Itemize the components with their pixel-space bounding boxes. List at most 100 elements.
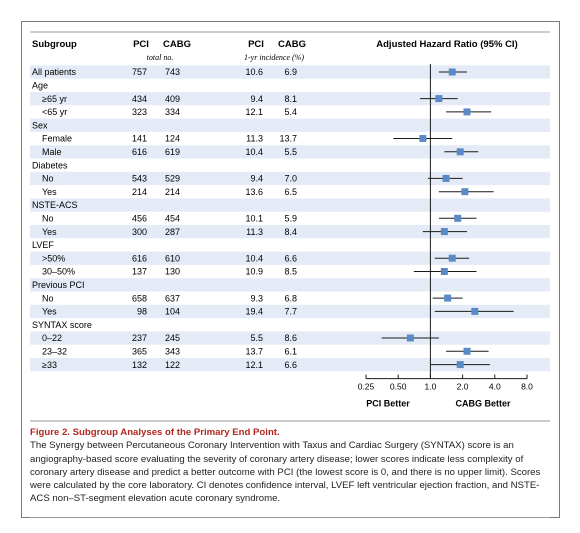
header-incidence: 1-yr incidence (%) <box>244 53 304 62</box>
pci-count: 543 <box>132 174 147 184</box>
hazard-ratio-marker <box>461 188 469 196</box>
pci-count: 757 <box>132 67 147 77</box>
row-band <box>30 278 550 292</box>
hazard-ratio-marker <box>444 294 452 302</box>
subgroup-label: No <box>42 214 54 224</box>
pci-better-label: PCI Better <box>366 399 410 409</box>
pci-incidence: 12.1 <box>245 107 263 117</box>
pci-incidence: 9.4 <box>250 174 263 184</box>
cabg-better-label: CABG Better <box>455 399 511 409</box>
hazard-ratio-marker <box>463 108 471 116</box>
pci-incidence: 13.7 <box>245 347 263 357</box>
cabg-incidence: 6.6 <box>284 360 297 370</box>
caption-rule <box>30 517 550 518</box>
row-band <box>30 92 550 106</box>
cabg-incidence: 5.9 <box>284 214 297 224</box>
cabg-count: 334 <box>165 107 180 117</box>
x-tick-label: 1.0 <box>424 382 436 392</box>
cabg-incidence: 6.8 <box>284 293 297 303</box>
cabg-count: 287 <box>165 227 180 237</box>
hazard-ratio-marker <box>448 254 456 262</box>
group-label: Previous PCI <box>32 280 85 290</box>
x-tick-label: 4.0 <box>489 382 501 392</box>
row-band <box>30 198 550 212</box>
cabg-incidence: 6.6 <box>284 253 297 263</box>
pci-count: 616 <box>132 253 147 263</box>
hazard-ratio-marker <box>448 68 456 76</box>
cabg-count: 409 <box>165 94 180 104</box>
hazard-ratio-marker <box>435 95 443 103</box>
x-tick-label: 0.50 <box>390 382 407 392</box>
hazard-ratio-marker <box>456 361 464 369</box>
row-band <box>30 65 550 79</box>
pci-incidence: 10.4 <box>245 253 263 263</box>
pci-incidence: 11.3 <box>246 227 263 237</box>
cabg-incidence: 6.5 <box>284 187 297 197</box>
hazard-ratio-marker <box>440 228 448 236</box>
cabg-count: 529 <box>165 174 180 184</box>
header-hazard-ratio: Adjusted Hazard Ratio (95% CI) <box>376 39 517 50</box>
subgroup-label: Yes <box>42 227 57 237</box>
pci-incidence: 5.5 <box>250 333 263 343</box>
group-label: LVEF <box>32 240 54 250</box>
pci-count: 214 <box>132 187 147 197</box>
cabg-count: 743 <box>165 67 180 77</box>
pci-incidence: 10.4 <box>245 147 263 157</box>
header-cabg-count: CABG <box>163 39 191 50</box>
pci-count: 98 <box>137 307 147 317</box>
subgroup-label: ≥33 <box>42 360 57 370</box>
header-cabg-incidence: CABG <box>278 39 306 50</box>
x-tick-label: 2.0 <box>457 382 469 392</box>
pci-incidence: 12.1 <box>245 360 263 370</box>
pci-incidence: 13.6 <box>245 187 263 197</box>
cabg-count: 619 <box>165 147 180 157</box>
cabg-incidence: 6.1 <box>284 347 297 357</box>
pci-count: 434 <box>132 94 147 104</box>
header-pci-incidence: PCI <box>248 39 264 50</box>
hazard-ratio-marker <box>442 174 450 182</box>
x-tick-label: 8.0 <box>521 382 533 392</box>
subgroup-label: 30–50% <box>42 267 75 277</box>
cabg-incidence: 8.5 <box>284 267 297 277</box>
pci-count: 365 <box>132 347 147 357</box>
caption-body: The Synergy between Percutaneous Coronar… <box>30 440 541 505</box>
cabg-count: 245 <box>165 333 180 343</box>
pci-incidence: 11.3 <box>246 134 263 144</box>
cabg-count: 130 <box>165 267 180 277</box>
cabg-incidence: 8.4 <box>284 227 297 237</box>
hazard-ratio-marker <box>419 135 427 142</box>
row-band <box>30 118 550 132</box>
cabg-incidence: 7.0 <box>284 174 297 184</box>
subgroup-label: Female <box>42 134 72 144</box>
pci-incidence: 10.6 <box>245 67 263 77</box>
pci-count: 616 <box>132 147 147 157</box>
hazard-ratio-marker <box>406 334 414 342</box>
row-band <box>30 171 550 186</box>
subgroup-label: Male <box>42 147 62 157</box>
subgroup-label: Yes <box>42 307 57 317</box>
x-tick-label: 0.25 <box>358 382 375 392</box>
hazard-ratio-marker <box>454 214 462 222</box>
hazard-ratio-marker <box>456 148 464 156</box>
subgroup-label: 0–22 <box>42 333 62 343</box>
cabg-count: 454 <box>165 214 180 224</box>
group-label: Age <box>32 81 48 91</box>
subgroup-label: ≥65 yr <box>42 94 67 104</box>
row-band <box>30 304 550 319</box>
cabg-incidence: 5.4 <box>284 107 297 117</box>
group-label: Diabetes <box>32 160 68 170</box>
pci-incidence: 10.1 <box>245 214 263 224</box>
cabg-count: 104 <box>165 307 180 317</box>
caption-figure-number: Figure 2. <box>30 427 70 438</box>
pci-incidence: 19.4 <box>245 307 263 317</box>
pci-incidence: 10.9 <box>245 267 263 277</box>
figure-caption: Figure 2. Subgroup Analyses of the Prima… <box>30 426 550 506</box>
pci-count: 456 <box>132 214 147 224</box>
header-pci-count: PCI <box>133 39 149 50</box>
group-label: SYNTAX score <box>32 320 92 330</box>
subgroup-label: Yes <box>42 187 57 197</box>
pci-count: 658 <box>132 293 147 303</box>
cabg-incidence: 8.6 <box>284 333 297 343</box>
hazard-ratio-marker <box>440 268 448 275</box>
pci-count: 141 <box>132 134 147 144</box>
